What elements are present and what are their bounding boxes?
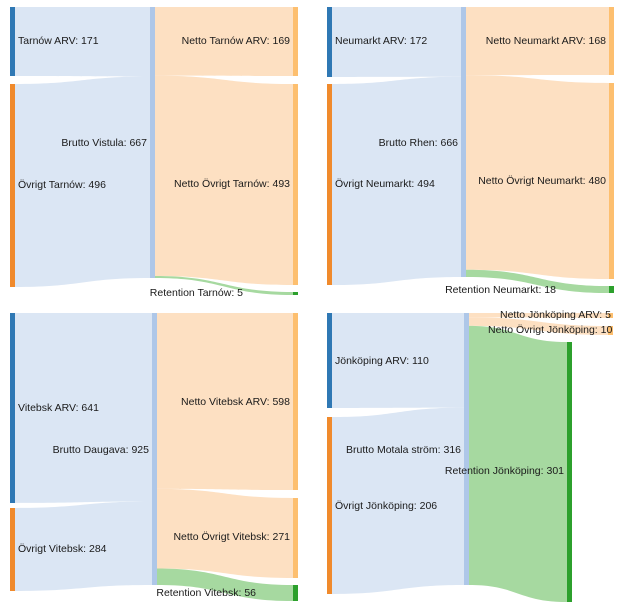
sankey-node-d: [609, 83, 614, 279]
sankey-node-d: [608, 326, 613, 335]
sankey-node-label: Övrigt Neumarkt: 494: [335, 178, 435, 190]
sankey-node-a: [10, 7, 15, 76]
sankey-link-m-d: [469, 317, 608, 335]
sankey-node-e: [609, 286, 614, 293]
sankey-node-label: Netto Tarnów ARV: 169: [182, 35, 291, 47]
sankey-node-label: Retention Tarnów: 5: [150, 287, 243, 299]
sankey-node-label: Netto Vitebsk ARV: 598: [181, 396, 290, 408]
sankey-nodes: [10, 313, 298, 601]
sankey-labels: Neumarkt ARV: 172 Övrigt Neumarkt: 494 Bru…: [335, 35, 606, 296]
sankey-node-label: Övrigt Vitebsk: 284: [18, 543, 107, 555]
sankey-node-b: [327, 417, 332, 594]
sankey-link-a-m: [15, 313, 152, 503]
sankey-node-label: Övrigt Jönköping: 206: [335, 500, 437, 512]
sankey-node-label: Brutto Vistula: 667: [61, 137, 147, 149]
sankey-node-label: Netto Övrigt Tarnów: 493: [174, 178, 290, 190]
sankey-link-m-c: [157, 313, 293, 490]
sankey-node-e: [567, 342, 572, 602]
sankey-node-label: Retention Neumarkt: 18: [445, 284, 556, 296]
sankey-node-m: [464, 313, 469, 585]
sankey-node-label: Neumarkt ARV: 172: [335, 35, 427, 47]
sankey-panel-4: Jönköping ARV: 110 Övrigt Jönköping: 206 B…: [327, 309, 613, 602]
sankey-links: [15, 7, 293, 295]
sankey-node-d: [293, 84, 298, 285]
sankey-nodes: [327, 313, 613, 602]
sankey-node-b: [10, 84, 15, 287]
sankey-link-a-m: [15, 7, 150, 77]
sankey-panel-2: Neumarkt ARV: 172 Övrigt Neumarkt: 494 Bru…: [327, 7, 614, 296]
sankey-link-m-c: [466, 7, 609, 76]
sankey-node-label: Netto Jönköping ARV: 5: [500, 309, 611, 321]
sankey-link-b-m: [15, 501, 152, 591]
sankey-node-label: Brutto Rhen: 666: [379, 137, 459, 149]
sankey-node-c: [608, 313, 613, 318]
sankey-links: [332, 7, 609, 293]
sankey-node-label: Netto Övrigt Vitebsk: 271: [173, 531, 290, 543]
sankey-links: [15, 313, 293, 601]
sankey-panel-3: Vitebsk ARV: 641 Övrigt Vitebsk: 284 Brutt…: [10, 313, 298, 601]
sankey-nodes: [327, 7, 614, 293]
sankey-labels: Tarnów ARV: 171 Övrigt Tarnów: 496 Brutto …: [18, 35, 290, 299]
sankey-node-b: [327, 84, 332, 285]
sankey-link-m-d: [466, 75, 609, 279]
sankey-node-c: [293, 7, 298, 76]
sankey-node-e: [293, 585, 298, 601]
sankey-node-label: Övrigt Tarnów: 496: [18, 179, 106, 191]
sankey-node-e: [293, 292, 298, 295]
sankey-node-label: Vitebsk ARV: 641: [18, 402, 99, 414]
sankey-node-label: Netto Neumarkt ARV: 168: [486, 35, 606, 47]
sankey-link-m-e: [155, 275, 293, 295]
sankey-node-label: Netto Övrigt Jönköping: 10: [488, 324, 612, 336]
sankey-node-label: Brutto Motala ström: 316: [346, 444, 461, 456]
sankey-labels: Vitebsk ARV: 641 Övrigt Vitebsk: 284 Brutt…: [18, 396, 290, 599]
sankey-link-b-m: [332, 76, 461, 285]
sankey-node-label: Retention Vitebsk: 56: [156, 587, 256, 599]
sankey-node-m: [461, 7, 466, 277]
sankey-node-m: [152, 313, 157, 585]
sankey-node-b: [10, 508, 15, 591]
sankey-node-c: [609, 7, 614, 75]
sankey-node-a: [10, 313, 15, 503]
sankey-node-m: [150, 7, 155, 278]
sankey-link-m-d: [157, 488, 293, 578]
sankey-node-d: [293, 498, 298, 578]
sankey-link-a-m: [332, 7, 461, 77]
sankey-links: [332, 313, 608, 602]
sankey-link-m-c: [469, 313, 608, 318]
sankey-node-label: Tarnów ARV: 171: [18, 35, 99, 47]
sankey-link-b-m: [15, 76, 150, 287]
sankey-node-label: Brutto Daugava: 925: [53, 444, 149, 456]
sankey-node-a: [327, 7, 332, 77]
sankey-link-m-e: [466, 269, 609, 293]
sankey-labels: Jönköping ARV: 110 Övrigt Jönköping: 206 B…: [335, 309, 612, 512]
sankey-link-m-d: [155, 75, 293, 285]
sankey-panel-1: Tarnów ARV: 171 Övrigt Tarnów: 496 Brutto …: [10, 7, 298, 299]
sankey-link-b-m: [332, 407, 464, 594]
sankey-link-m-c: [155, 7, 293, 76]
sankey-nodes: [10, 7, 298, 295]
sankey-node-label: Jönköping ARV: 110: [335, 355, 429, 367]
sankey-link-m-e: [157, 568, 293, 601]
sankey-node-c: [293, 313, 298, 490]
sankey-link-a-m: [332, 313, 464, 408]
sankey-node-label: Netto Övrigt Neumarkt: 480: [478, 175, 606, 187]
sankey-node-a: [327, 313, 332, 408]
sankey-node-label: Retention Jönköping: 301: [445, 465, 564, 477]
sankey-link-m-e: [469, 325, 567, 602]
